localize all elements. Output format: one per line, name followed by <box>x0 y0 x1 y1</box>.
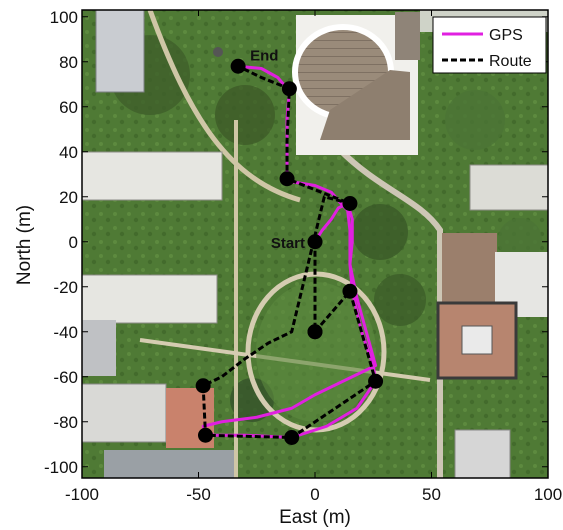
y-tick-label: -20 <box>53 278 78 297</box>
y-tick-label: 60 <box>59 98 78 117</box>
route-waypoint-marker <box>195 378 211 394</box>
route-waypoint-marker <box>230 58 246 74</box>
legend-label-gps: GPS <box>489 27 523 44</box>
x-axis-title: East (m) <box>279 507 351 528</box>
x-tick-label: -100 <box>65 485 99 504</box>
y-tick-label: -100 <box>44 458 78 477</box>
route-waypoint-marker <box>342 196 358 211</box>
waypoint-label-start: Start <box>271 235 305 252</box>
route-waypoint-marker <box>307 324 323 340</box>
y-tick-label: -80 <box>53 413 78 432</box>
aerial-photo-background <box>82 10 548 478</box>
y-tick-label: 20 <box>59 188 78 207</box>
y-tick-label: 80 <box>59 53 78 72</box>
y-tick-label: -60 <box>53 368 78 387</box>
legend: GPS Route <box>432 16 547 74</box>
x-tick-label: 50 <box>422 485 441 504</box>
x-axis-ticks: -100 -50 0 50 100 <box>65 10 562 504</box>
y-axis-ticks: -100 -80 -60 -40 -20 0 20 40 60 80 100 <box>44 8 548 477</box>
route-waypoint-marker <box>284 430 300 445</box>
route-waypoint-marker <box>197 427 213 443</box>
y-tick-label: 100 <box>50 8 78 27</box>
route-waypoint-marker <box>281 81 297 97</box>
y-axis-title: North (m) <box>14 205 35 285</box>
route-waypoint-marker <box>368 373 384 389</box>
series-layer <box>201 64 378 439</box>
y-tick-label: -40 <box>53 323 78 342</box>
route-waypoint-marker <box>342 283 358 299</box>
legend-box <box>432 16 547 74</box>
route-waypoint-marker <box>279 171 295 187</box>
waypoint-markers <box>195 58 384 445</box>
waypoint-label-end: End <box>250 47 278 64</box>
y-tick-label: 40 <box>59 143 78 162</box>
x-tick-label: 0 <box>310 485 319 504</box>
y-tick-label: 0 <box>69 233 78 252</box>
x-tick-label: -50 <box>186 485 211 504</box>
series-line-route <box>201 64 378 439</box>
legend-label-route: Route <box>489 53 532 70</box>
x-tick-label: 100 <box>534 485 562 504</box>
route-waypoint-marker <box>307 234 323 250</box>
